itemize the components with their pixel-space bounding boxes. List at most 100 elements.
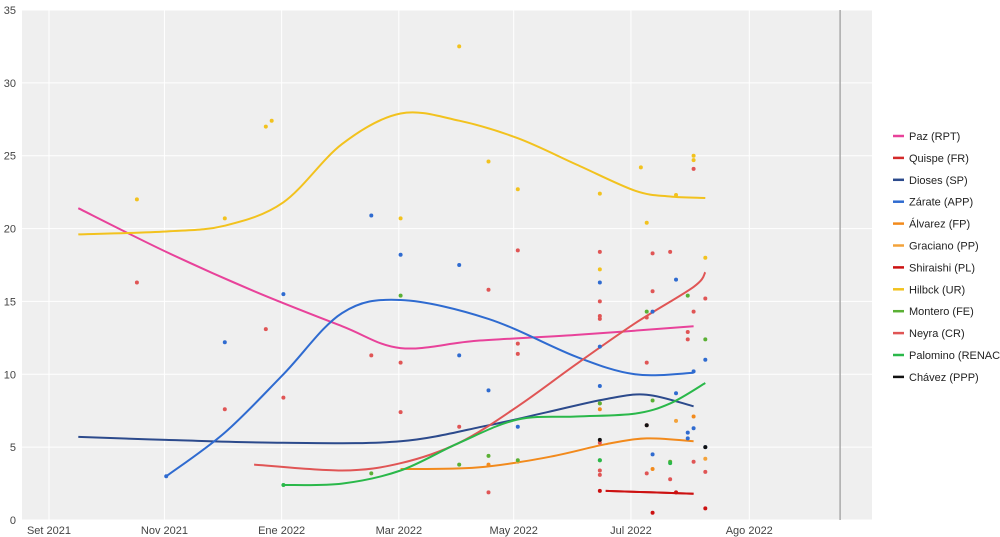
poll-point-neyra-cr bbox=[222, 407, 227, 412]
x-axis: Set 2021 Nov 2021 Ene 2022 Mar 2022 May 2022… bbox=[27, 525, 773, 537]
y-tick-label: 10 bbox=[4, 369, 16, 381]
legend-label-graciano-pp: Graciano (PP) bbox=[909, 241, 979, 253]
y-tick-label: 0 bbox=[10, 515, 16, 527]
trend-line-shiraishi-pl bbox=[605, 489, 694, 495]
grid-lines bbox=[22, 9, 872, 521]
y-tick-label: 15 bbox=[4, 296, 16, 308]
poll-point-neyra-cr bbox=[515, 248, 520, 253]
trend-line-hilbck-ur bbox=[78, 111, 706, 236]
poll-point-ch-vez-ppp bbox=[597, 437, 602, 442]
poll-point-neyra-cr bbox=[644, 360, 649, 365]
poll-point-z-rate-app bbox=[398, 252, 403, 257]
x-tick-label: Ene 2022 bbox=[258, 525, 305, 537]
poll-point-neyra-cr bbox=[398, 360, 403, 365]
trend-line-z-rate-app bbox=[165, 298, 694, 478]
poll-point-neyra-cr bbox=[703, 469, 708, 474]
legend-label-hilbck-ur: Hilbck (UR) bbox=[909, 284, 965, 296]
x-tick-label: Jul 2022 bbox=[610, 525, 652, 537]
poll-point--lvarez-fp bbox=[486, 462, 491, 467]
poll-point-neyra-cr bbox=[691, 309, 696, 314]
poll-point-hilbck-ur bbox=[674, 193, 679, 198]
poll-point-graciano-pp bbox=[703, 456, 708, 461]
poll-point-neyra-cr bbox=[597, 249, 602, 254]
poll-point-palomino-renace bbox=[281, 483, 286, 488]
poll-point-neyra-cr bbox=[486, 490, 491, 495]
y-tick-label: 25 bbox=[4, 151, 16, 163]
poll-point-hilbck-ur bbox=[398, 216, 403, 221]
legend-label--lvarez-fp: Álvarez (FP) bbox=[909, 218, 970, 231]
poll-point-neyra-cr bbox=[650, 289, 655, 294]
poll-point-montero-fe bbox=[685, 293, 690, 298]
trend-lines bbox=[77, 111, 707, 495]
poll-point-neyra-cr bbox=[644, 471, 649, 476]
poll-point-hilbck-ur bbox=[597, 267, 602, 272]
poll-point-neyra-cr bbox=[597, 299, 602, 304]
poll-point-z-rate-app bbox=[515, 424, 520, 429]
poll-point-palomino-renace bbox=[597, 458, 602, 463]
legend-label-ch-vez-ppp: Chávez (PPP) bbox=[909, 372, 979, 384]
legend-label-dioses-sp: Dioses (SP) bbox=[909, 175, 968, 187]
poll-point-montero-fe bbox=[650, 398, 655, 403]
legend: Paz (RPT) Quispe (FR) Dioses (SP) Zárate (A… bbox=[893, 131, 1000, 384]
poll-point-montero-fe bbox=[644, 309, 649, 314]
poll-point--lvarez-fp bbox=[650, 467, 655, 471]
poll-point-z-rate-app bbox=[650, 309, 655, 314]
poll-point-z-rate-app bbox=[281, 292, 286, 297]
x-tick-label: Mar 2022 bbox=[376, 525, 422, 537]
poll-point-neyra-cr bbox=[644, 315, 649, 320]
trend-line-paz-rpt bbox=[77, 207, 694, 350]
poll-point-z-rate-app bbox=[674, 391, 679, 396]
poll-point-neyra-cr bbox=[398, 410, 403, 415]
poll-point-montero-fe bbox=[597, 401, 602, 406]
poll-point-z-rate-app bbox=[369, 213, 374, 218]
x-tick-label: May 2022 bbox=[490, 525, 538, 537]
y-tick-label: 20 bbox=[4, 224, 16, 236]
legend-label-z-rate-app: Zárate (APP) bbox=[909, 197, 973, 209]
poll-point-z-rate-app bbox=[597, 280, 602, 285]
poll-point-hilbck-ur bbox=[269, 118, 274, 123]
legend-label-paz-rpt: Paz (RPT) bbox=[909, 131, 960, 143]
poll-point-neyra-cr bbox=[369, 353, 374, 358]
poll-point-z-rate-app bbox=[222, 340, 227, 345]
poll-point-z-rate-app bbox=[597, 383, 602, 388]
poll-point-hilbck-ur bbox=[457, 44, 462, 49]
poll-point-palomino-renace bbox=[668, 461, 673, 466]
poll-point-z-rate-app bbox=[457, 263, 462, 267]
poll-point-hilbck-ur bbox=[638, 165, 643, 170]
trend-line-palomino-renace bbox=[283, 382, 706, 487]
poll-point-z-rate-app bbox=[685, 436, 690, 441]
poll-point-hilbck-ur bbox=[134, 197, 139, 202]
y-tick-label: 30 bbox=[4, 78, 16, 90]
poll-point-ch-vez-ppp bbox=[644, 423, 649, 428]
legend-label-palomino-renace: Palomino (RENACE) bbox=[909, 350, 1000, 362]
poll-point-montero-fe bbox=[486, 453, 491, 458]
legend-label-shiraishi-pl: Shiraishi (PL) bbox=[909, 262, 975, 274]
poll-point-neyra-cr bbox=[650, 251, 655, 256]
x-tick-label: Set 2021 bbox=[27, 525, 71, 537]
x-tick-label: Ago 2022 bbox=[726, 525, 773, 537]
poll-point-montero-fe bbox=[457, 462, 462, 467]
poll-point-neyra-cr bbox=[457, 424, 462, 429]
poll-point-hilbck-ur bbox=[515, 187, 520, 192]
y-axis: 0 5 10 15 20 25 30 35 bbox=[4, 5, 16, 527]
poll-point-neyra-cr bbox=[515, 341, 520, 346]
poll-point-z-rate-app bbox=[674, 277, 679, 282]
poll-point-hilbck-ur bbox=[691, 158, 696, 163]
poll-point-neyra-cr bbox=[597, 472, 602, 477]
poll-point-neyra-cr bbox=[691, 459, 696, 464]
legend-label-neyra-cr: Neyra (CR) bbox=[909, 328, 965, 340]
poll-point-neyra-cr bbox=[597, 314, 602, 318]
poll-point-hilbck-ur bbox=[222, 216, 227, 221]
poll-point-hilbck-ur bbox=[703, 255, 708, 260]
poll-point-montero-fe bbox=[703, 337, 708, 342]
poll-point-neyra-cr bbox=[691, 166, 696, 171]
poll-point-neyra-cr bbox=[685, 330, 690, 335]
poll-point-z-rate-app bbox=[691, 369, 696, 374]
poll-point-z-rate-app bbox=[457, 353, 462, 358]
poll-point-hilbck-ur bbox=[597, 191, 602, 196]
poll-point-z-rate-app bbox=[691, 426, 696, 431]
poll-point-neyra-cr bbox=[134, 280, 139, 285]
poll-point-neyra-cr bbox=[263, 327, 268, 332]
poll-point-shiraishi-pl bbox=[650, 510, 655, 515]
poll-point-neyra-cr bbox=[685, 337, 690, 342]
